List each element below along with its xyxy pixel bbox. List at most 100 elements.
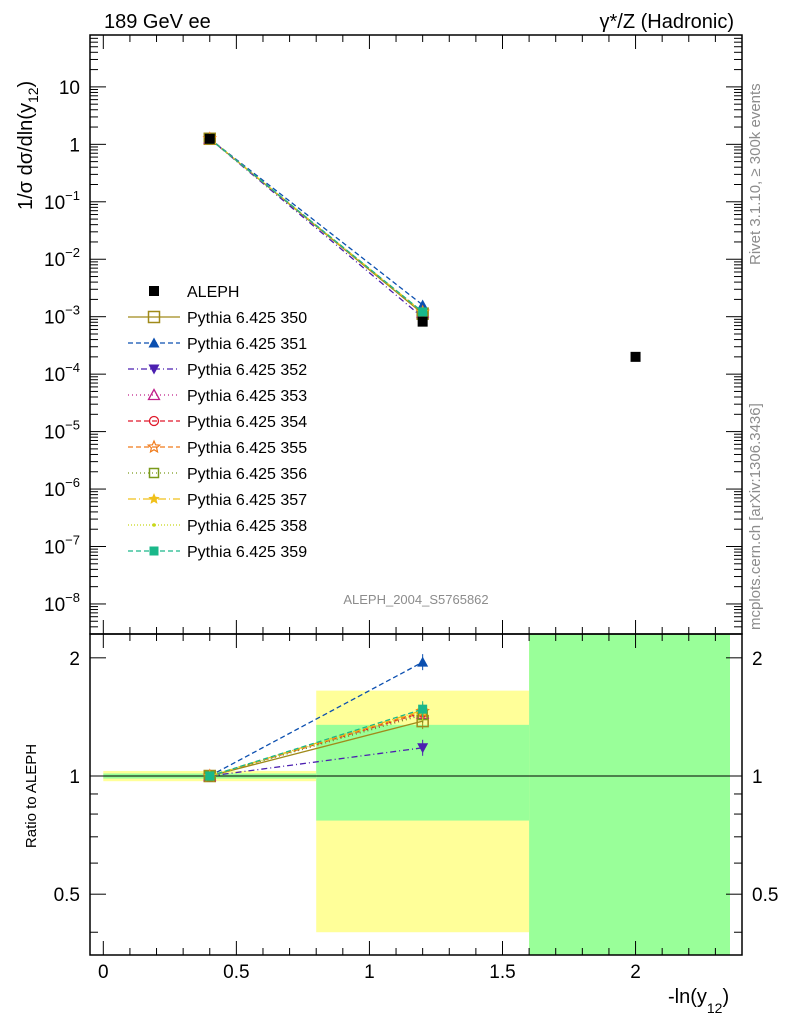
main-y-tick-label-5: 10−3: [44, 303, 80, 329]
main-data-point-0: [204, 133, 215, 144]
legend-marker-s359: [149, 546, 159, 556]
axes: 0 0.5 1 1.5 210−810−710−610−510−410−310−210−…: [44, 34, 778, 983]
main-y-tick-label-2: 10−6: [44, 475, 80, 501]
legend-marker-s352: [148, 364, 160, 375]
main-y-axis-label-close: ): [15, 81, 37, 88]
x-tick-label-3: 1.5: [489, 962, 515, 983]
series-layer: [202, 131, 641, 783]
legend-label-6: Pythia 6.425 355: [187, 440, 307, 457]
main-series-line-s351: [209, 138, 424, 306]
x-axis-label-text: -ln(y: [668, 986, 707, 1008]
main-y-tick-label-exp: −3: [65, 303, 80, 318]
legend: ALEPH Pythia 6.425 350 Pythia 6.425 351 Pyt…: [128, 284, 307, 561]
ratio-series-line-s359: [209, 708, 423, 777]
legend-marker-aleph: [149, 286, 159, 296]
main-y-tick-label-base: 10: [44, 423, 65, 444]
main-y-tick-label-0: 10−8: [44, 590, 80, 616]
rivet-version-label: Rivet 3.1.10, ≥ 300k events: [747, 83, 764, 265]
main-y-tick-label-1: 10−7: [44, 533, 80, 559]
ratio-y-tick-label-left-0: 0.5: [54, 885, 80, 906]
ratio-point-s351-1: [417, 656, 429, 667]
ratio-band-inner-2: [529, 634, 730, 955]
main-y-tick-label-base: 1: [69, 135, 80, 156]
legend-label-3: Pythia 6.425 352: [187, 362, 307, 379]
main-y-tick-label-base: 10: [44, 480, 65, 501]
ratio-series-line-s354: [209, 712, 423, 777]
x-tick-label-0: 0: [98, 962, 109, 983]
main-y-tick-label-base: 10: [44, 250, 65, 271]
x-axis-label-close: ): [722, 986, 729, 1008]
x-tick-label-1: 0.5: [223, 962, 249, 983]
ratio-y-axis-label: Ratio to ALEPH: [23, 744, 40, 848]
legend-label-0: ALEPH: [187, 284, 239, 301]
main-y-tick-label-4: 10−4: [44, 360, 80, 386]
main-y-tick-label-exp: −2: [65, 245, 80, 260]
ratio-bands: [90, 634, 742, 955]
legend-label-9: Pythia 6.425 358: [187, 518, 307, 535]
ratio-point-s359-1: [418, 704, 428, 714]
legend-label-7: Pythia 6.425 356: [187, 466, 307, 483]
ratio-series-line-s350: [209, 720, 423, 777]
main-y-tick-label-exp: −1: [65, 188, 80, 203]
main-y-tick-label-base: 10: [44, 308, 65, 329]
main-y-tick-label-base: 10: [44, 365, 65, 386]
main-y-tick-label-base: 10: [44, 538, 65, 559]
ratio-series-line-s351: [209, 661, 423, 777]
main-y-tick-label-base: 10: [59, 78, 80, 99]
ratio-series-line-s358: [209, 712, 423, 777]
main-y-tick-label-exp: −5: [65, 418, 80, 433]
legend-marker-s355: [146, 439, 162, 454]
main-y-axis-label-text: 1/σ dσ/dln(y: [15, 103, 37, 210]
legend-label-2: Pythia 6.425 351: [187, 336, 307, 353]
main-y-tick-label-7: 10−1: [44, 188, 80, 214]
main-y-tick-label-6: 10−2: [44, 245, 80, 271]
legend-marker-s358: [152, 523, 156, 527]
legend-label-1: Pythia 6.425 350: [187, 310, 307, 327]
ratio-y-tick-label-right-1: 1: [752, 767, 763, 788]
main-point-s359-1: [418, 307, 428, 317]
ratio-series-line-s355: [209, 710, 423, 777]
legend-marker-s356: [148, 467, 160, 479]
main-point-s351-1: [417, 299, 429, 310]
x-tick-label-2: 1: [364, 962, 375, 983]
legend-marker-s357: [148, 493, 160, 504]
ratio-point-s352-1: [417, 743, 429, 754]
x-tick-label-4: 2: [630, 962, 641, 983]
legend-marker-s353: [147, 388, 161, 401]
legend-label-8: Pythia 6.425 357: [187, 492, 307, 509]
ratio-band-inner-1: [316, 724, 530, 821]
ratio-y-tick-label-left-1: 1: [69, 767, 80, 788]
mcplots-label: mcplots.cern.ch [arXiv:1306.3436]: [747, 403, 764, 630]
legend-label-5: Pythia 6.425 354: [187, 414, 307, 431]
main-y-tick-label-8: 1: [69, 135, 80, 156]
x-axis-label-sub: 12: [707, 1000, 723, 1016]
main-data-point-2: [630, 351, 641, 362]
main-y-tick-label-exp: −8: [65, 590, 80, 605]
legend-marker-s354: [148, 415, 160, 427]
main-y-axis-label: 1/σ dσ/dln(y12): [15, 81, 41, 210]
ratio-series-line-s352: [209, 747, 423, 777]
main-y-tick-label-9: 10: [59, 78, 80, 99]
ratio-point-s359-0: [205, 771, 215, 781]
ratio-y-tick-label-left-2: 2: [69, 649, 80, 670]
header-right-title: γ*/Z (Hadronic): [600, 11, 734, 33]
main-y-tick-label-3: 10−5: [44, 418, 80, 444]
analysis-watermark: ALEPH_2004_S5765862: [343, 592, 488, 607]
legend-marker-s350: [147, 310, 161, 324]
main-y-tick-label-base: 10: [44, 193, 65, 214]
legend-label-10: Pythia 6.425 359: [187, 544, 307, 561]
main-series-line-s359: [209, 138, 424, 313]
main-y-tick-label-exp: −6: [65, 475, 80, 490]
main-y-axis-label-sub: 12: [25, 87, 41, 103]
ratio-series-line-s357: [209, 709, 423, 777]
legend-label-4: Pythia 6.425 353: [187, 388, 307, 405]
main-y-tick-label-exp: −7: [65, 533, 80, 548]
header-left-title: 189 GeV ee: [104, 11, 211, 33]
x-axis-label: -ln(y12): [668, 986, 729, 1016]
main-y-tick-label-exp: −4: [65, 360, 80, 375]
ratio-y-tick-label-right-2: 2: [752, 649, 763, 670]
main-y-tick-label-base: 10: [44, 595, 65, 616]
ratio-frame: [89, 633, 743, 956]
legend-marker-s351: [148, 337, 160, 348]
